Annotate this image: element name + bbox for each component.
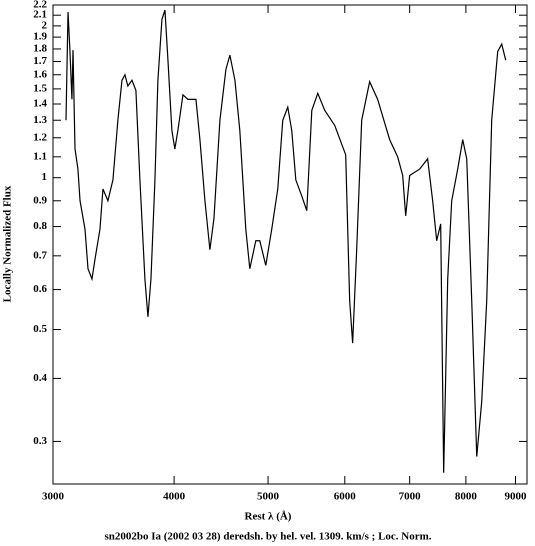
x-tick-label: 8000 xyxy=(455,491,478,503)
x-tick-label: 5000 xyxy=(257,491,280,503)
x-tick-label: 3000 xyxy=(42,491,65,503)
y-axis-label: Locally Normalized Flux xyxy=(2,185,14,302)
y-tick-label: 0.8 xyxy=(33,220,47,232)
y-tick-label: 0.7 xyxy=(33,249,47,261)
x-tick-label: 7000 xyxy=(399,491,422,503)
y-tick-label: 0.3 xyxy=(33,435,47,447)
y-tick-label: 2.2 xyxy=(33,0,47,11)
y-tick-label: 1.1 xyxy=(33,150,47,162)
plot-frame xyxy=(52,4,528,485)
y-tick-label: 1.6 xyxy=(33,68,47,80)
y-tick-label: 2.1 xyxy=(33,9,47,21)
y-tick-label: 1.5 xyxy=(33,82,47,94)
y-tick-label: 0.9 xyxy=(33,194,47,206)
y-tick-label: 1.3 xyxy=(33,114,47,126)
caption: sn2002bo Ia (2002 03 28) deredsh. by hel… xyxy=(104,531,431,543)
x-axis-label: Rest λ (Å) xyxy=(245,511,292,523)
y-tick-label: 1.7 xyxy=(33,55,47,67)
x-tick-label: 4000 xyxy=(163,491,186,503)
y-tick-label: 0.6 xyxy=(33,283,47,295)
x-tick-label: 6000 xyxy=(334,491,357,503)
y-tick-label: 0.5 xyxy=(33,323,47,335)
y-tick-label: 1.8 xyxy=(33,42,47,54)
y-tick-label: 1.4 xyxy=(33,98,47,110)
y-tick-label: 1 xyxy=(42,171,48,183)
y-tick-label: 2 xyxy=(42,19,48,31)
spectrum-line xyxy=(65,9,507,473)
y-tick-label: 0.4 xyxy=(33,372,47,384)
y-tick-label: 1.9 xyxy=(33,31,47,43)
y-tick-label: 1.2 xyxy=(33,131,47,143)
x-tick-label: 9000 xyxy=(504,491,527,503)
